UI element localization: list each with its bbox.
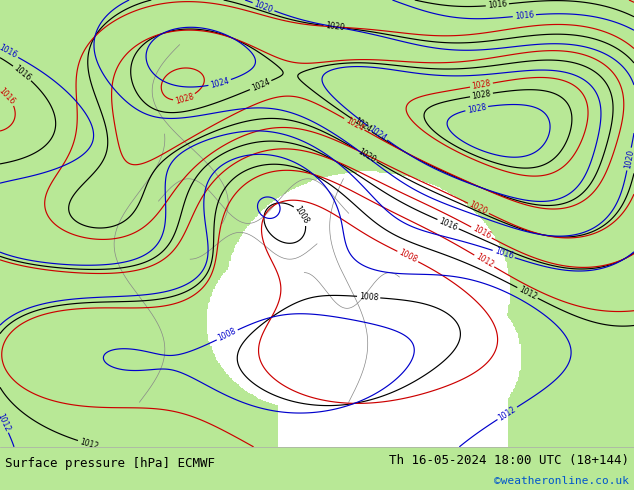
Text: 1008: 1008 — [217, 327, 238, 343]
Text: 1008: 1008 — [293, 204, 311, 226]
Text: 1016: 1016 — [0, 86, 17, 106]
Text: 1020: 1020 — [253, 0, 274, 14]
Text: 1012: 1012 — [0, 412, 11, 433]
Text: ©weatheronline.co.uk: ©weatheronline.co.uk — [494, 475, 629, 486]
Text: 1020: 1020 — [468, 200, 489, 217]
Text: 1024: 1024 — [209, 76, 230, 90]
Text: 1024: 1024 — [352, 117, 373, 135]
Text: 1012: 1012 — [79, 437, 100, 451]
Text: 1020: 1020 — [325, 21, 345, 32]
Text: Surface pressure [hPa] ECMWF: Surface pressure [hPa] ECMWF — [5, 457, 215, 470]
Text: 1016: 1016 — [437, 216, 459, 232]
Text: 1016: 1016 — [488, 0, 507, 10]
Text: 1024: 1024 — [250, 77, 271, 93]
Text: 1020: 1020 — [356, 147, 377, 165]
Text: 1016: 1016 — [514, 10, 534, 21]
Text: 1016: 1016 — [471, 224, 492, 241]
Text: 1028: 1028 — [467, 102, 487, 115]
Text: 1012: 1012 — [517, 285, 538, 301]
Text: 1024: 1024 — [344, 116, 365, 133]
Text: 1028: 1028 — [471, 89, 491, 101]
Text: 1008: 1008 — [397, 248, 418, 265]
Text: 1016: 1016 — [12, 64, 32, 83]
Text: 1016: 1016 — [0, 43, 18, 60]
Text: 1008: 1008 — [359, 292, 378, 302]
Text: 1016: 1016 — [493, 247, 514, 261]
Text: 1012: 1012 — [474, 252, 495, 270]
Text: 1020: 1020 — [623, 149, 634, 170]
Text: Th 16-05-2024 18:00 UTC (18+144): Th 16-05-2024 18:00 UTC (18+144) — [389, 454, 629, 467]
Text: 1028: 1028 — [471, 79, 491, 91]
Text: 1024: 1024 — [367, 124, 388, 143]
Text: 1028: 1028 — [174, 92, 195, 105]
Text: 1012: 1012 — [497, 404, 518, 422]
